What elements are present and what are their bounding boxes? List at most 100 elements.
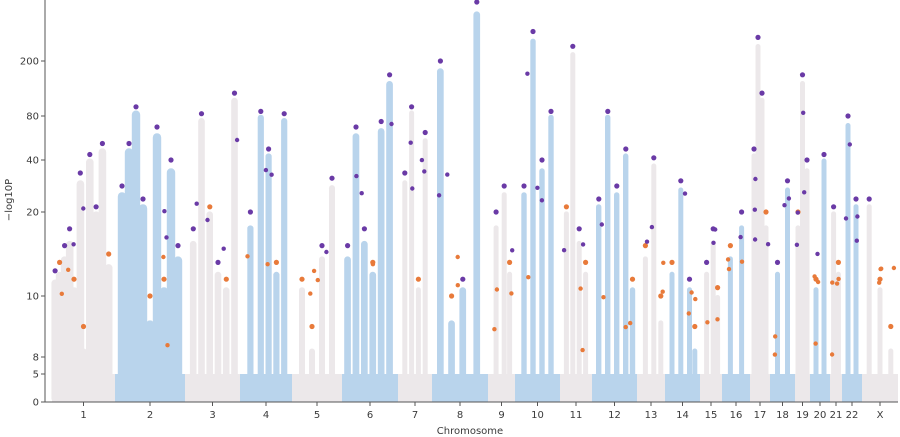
- peak-point-chr2-3: [140, 196, 146, 202]
- peak-point-chr2-1: [126, 140, 132, 147]
- signal-column-chr10-1: [530, 38, 536, 402]
- signal-column-chr18-1: [785, 187, 790, 402]
- y-tick-label-5: 5: [33, 370, 39, 381]
- scatter-point-chr4-1: [269, 172, 274, 177]
- peak-point-chr6-2: [361, 226, 367, 232]
- signal-column-chr6-5: [386, 81, 393, 402]
- scatter-point-chr3-0: [234, 137, 240, 143]
- signal-column-chr15-2: [715, 295, 721, 402]
- signal-column-chr9-0: [493, 225, 499, 402]
- scatter-point-chr17-3: [765, 242, 771, 247]
- scatter-point-chr11-1: [580, 242, 586, 247]
- scatter-point-chr15-2: [711, 240, 716, 245]
- peak-point-chr3-4: [223, 276, 229, 282]
- signal-column-chr1-6: [79, 348, 88, 402]
- signal-column-chr12-4: [629, 287, 636, 402]
- scatter-point-chr2-1: [165, 343, 170, 348]
- scatter-point-chr22-2: [847, 142, 852, 147]
- scatter-point-chr10-3: [525, 71, 530, 76]
- peak-point-chr6-1: [353, 124, 359, 130]
- x-tick-label-10: 10: [531, 410, 544, 421]
- scatter-point-chr8-0: [436, 193, 442, 198]
- peak-point-chr10-2: [539, 157, 545, 163]
- peak-point-chr13-2: [658, 293, 664, 299]
- x-tick-label-3: 3: [209, 410, 215, 421]
- peak-point-chr5-3: [329, 175, 335, 181]
- x-tick-label-21: 21: [830, 410, 843, 421]
- x-tick-label-19: 19: [796, 410, 809, 421]
- scatter-point-chr8-3: [455, 254, 460, 260]
- peak-point-chr8-3: [474, 0, 480, 5]
- x-tick-label-1: 1: [80, 410, 86, 421]
- peak-point-chr6-5: [387, 72, 393, 78]
- peak-point-chr14-0: [669, 259, 675, 265]
- scatter-point-chr4-3: [265, 262, 270, 267]
- peak-point-chr1-3: [67, 226, 73, 232]
- signal-column-chr5-3: [329, 185, 335, 402]
- signal-column-chr3-5: [231, 97, 238, 402]
- peak-point-chr2-5: [154, 124, 160, 130]
- signal-column-chr2-1: [124, 148, 134, 402]
- x-tick-label-6: 6: [367, 410, 373, 421]
- scatter-point-chr1-2: [71, 242, 76, 247]
- signal-column-chr2-2: [131, 110, 141, 402]
- scatter-point-chr14-0: [693, 296, 698, 302]
- signal-column-chr8-3: [473, 11, 481, 403]
- peak-point-chr17-1: [755, 34, 761, 41]
- scatter-point-chr2-0: [164, 235, 169, 240]
- peak-point-chr4-0: [247, 209, 253, 215]
- signal-column-chr10-2: [539, 168, 545, 402]
- x-tick-label-13: 13: [645, 410, 658, 421]
- signal-column-chr7-3: [422, 138, 428, 402]
- peak-point-chr2-0: [119, 183, 125, 189]
- peak-point-chr9-0: [493, 209, 499, 215]
- signal-column-chr14-2: [687, 287, 692, 402]
- signal-column-chr3-3: [214, 271, 222, 402]
- scatter-point-chr9-0: [510, 248, 515, 253]
- scatter-point-chr9-3: [494, 287, 500, 292]
- x-tick-label-22: 22: [846, 410, 859, 421]
- y-tick-label-10: 10: [26, 292, 39, 303]
- peak-point-chr14-3: [692, 323, 698, 330]
- x-tick-label-2: 2: [147, 410, 153, 421]
- scatter-point-chr22-3: [854, 238, 859, 243]
- scatter-point-chr14-1: [689, 290, 694, 295]
- peak-point-chr2-2: [133, 104, 139, 110]
- peak-point-chr8-0: [437, 58, 443, 64]
- scatter-point-chr20-1: [815, 251, 820, 257]
- peak-point-chr1-2: [62, 243, 68, 249]
- peak-point-chr21-0: [831, 204, 837, 210]
- scatter-point-chr19-1: [794, 242, 800, 247]
- peak-point-chr4-2: [266, 146, 272, 152]
- scatter-point-chr11-3: [561, 248, 567, 253]
- signal-column-chr4-2: [265, 153, 272, 402]
- scatter-point-chr7-0: [422, 169, 427, 174]
- x-tick-label-4: 4: [263, 410, 269, 421]
- signal-column-chr17-0: [751, 153, 757, 402]
- x-tick-label-11: 11: [570, 410, 583, 421]
- signal-column-chr9-2: [507, 271, 513, 402]
- scatter-point-chr21-0: [830, 280, 835, 285]
- x-tick-label-18: 18: [776, 410, 789, 421]
- x-tick-label-9: 9: [498, 410, 504, 421]
- x-tick-label-20: 20: [814, 410, 827, 421]
- scatter-point-chr1-3: [81, 206, 86, 211]
- scatter-point-chr13-3: [649, 224, 655, 230]
- signal-column-chr4-4: [281, 118, 288, 402]
- chromosome-band-20: [810, 374, 830, 402]
- peak-point-chr22-1: [853, 196, 859, 202]
- signal-column-chr6-0: [344, 256, 351, 402]
- scatter-point-chr5-0: [324, 249, 329, 255]
- scatter-point-chr5-3: [308, 291, 313, 296]
- peak-point-chr11-1: [570, 43, 576, 49]
- peak-point-chr11-0: [563, 204, 570, 210]
- peak-point-chr1-4: [71, 276, 77, 282]
- scatter-point-chr10-0: [539, 198, 545, 203]
- peak-point-chrX-0: [866, 196, 872, 202]
- peak-point-chr17-3: [763, 209, 769, 215]
- scatter-point-chr7-1: [410, 186, 415, 191]
- scatter-point-chr3-1: [221, 246, 226, 251]
- scatter-point-chr12-0: [599, 222, 604, 227]
- y-tick-label-0: 0: [33, 398, 39, 409]
- peak-point-chrX-2: [888, 323, 894, 330]
